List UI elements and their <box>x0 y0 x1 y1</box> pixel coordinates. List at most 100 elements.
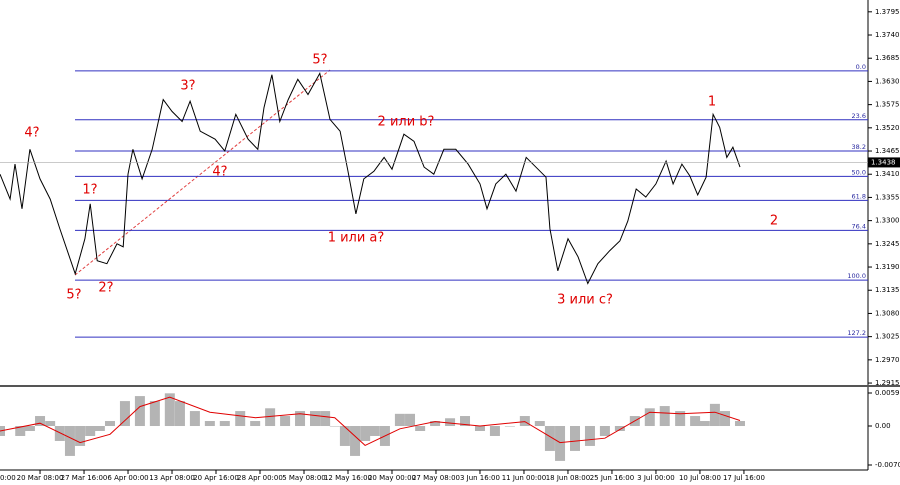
wave-label: 2 <box>770 214 778 229</box>
x-tick-label: 28 Apr 00:00 <box>237 474 283 482</box>
histogram-bar <box>690 416 701 427</box>
x-tick-label: 6 Apr 00:00 <box>107 474 148 482</box>
y-tick-label: 1.3685 <box>875 54 900 62</box>
histogram-bar <box>659 406 670 427</box>
histogram-bar <box>360 426 371 441</box>
fib-label: 0.0 <box>856 63 866 71</box>
histogram-bar <box>104 421 115 427</box>
histogram-bar <box>544 426 555 451</box>
histogram-bar <box>584 426 595 446</box>
y-tick-label: 1.3520 <box>875 124 900 132</box>
histogram-bar <box>15 426 26 436</box>
y-tick-label: 0.00 <box>875 422 891 430</box>
histogram-bar <box>445 418 456 427</box>
y-tick-label: 1.3135 <box>875 286 900 294</box>
trend-line <box>74 69 331 276</box>
histogram-bar <box>534 421 545 427</box>
histogram-bar <box>329 426 340 427</box>
histogram-bar <box>64 426 75 456</box>
y-tick-label: -0.00704 <box>875 461 900 469</box>
x-tick-label: 0:00 <box>0 474 16 482</box>
fib-label: 61.8 <box>852 192 866 200</box>
histogram-bar <box>644 408 655 427</box>
histogram-bar <box>350 426 361 456</box>
price-line <box>0 72 741 285</box>
last-price-box <box>868 157 900 168</box>
histogram-bar <box>24 426 35 431</box>
wave-label: 4? <box>24 126 39 141</box>
x-tick-label: 5 May 08:00 <box>282 474 326 482</box>
wave-label: 3? <box>180 79 195 94</box>
x-tick-label: 3 Jun 16:00 <box>460 474 500 482</box>
histogram-bar <box>489 426 500 436</box>
histogram-bar <box>134 396 145 427</box>
x-tick-label: 25 Jun 16:00 <box>590 474 634 482</box>
y-tick-label: 1.2970 <box>875 356 900 364</box>
histogram-bar <box>149 401 160 427</box>
x-tick-label: 11 Jun 00:00 <box>502 474 546 482</box>
histogram-bar <box>720 411 731 427</box>
histogram-bar <box>174 401 185 427</box>
x-tick-label: 27 Mar 16:00 <box>61 474 108 482</box>
histogram-bar <box>219 421 230 427</box>
histogram-bar <box>699 421 710 427</box>
wave-label: 1 <box>708 95 716 110</box>
histogram-bar <box>394 413 405 427</box>
x-tick-label: 13 Apr 08:00 <box>149 474 195 482</box>
histogram-bar <box>295 411 306 427</box>
x-tick-label: 10 Jul 08:00 <box>679 474 721 482</box>
histogram-bar <box>430 421 441 427</box>
histogram-bar <box>250 421 261 427</box>
histogram-bar <box>415 426 426 431</box>
histogram-bar <box>675 411 686 427</box>
histogram-bar <box>709 403 720 427</box>
y-tick-label: 1.3245 <box>875 240 900 248</box>
histogram-bar <box>519 416 530 427</box>
wave-label: 4? <box>212 165 227 180</box>
fib-label: 76.4 <box>852 222 866 230</box>
histogram-bar <box>504 426 515 427</box>
fib-label: 50.0 <box>852 168 866 176</box>
histogram-bar <box>339 426 350 446</box>
wave-label: 2 или b? <box>378 115 435 130</box>
y-tick-label: 1.3630 <box>875 77 900 85</box>
x-tick-label: 27 May 08:00 <box>412 474 460 482</box>
fib-label: 127.2 <box>847 329 866 337</box>
histogram-bar <box>119 401 130 427</box>
y-tick-label: 1.3465 <box>875 147 900 155</box>
histogram-bar <box>474 426 485 431</box>
histogram-bar <box>280 416 291 427</box>
y-tick-label: 0.00596 <box>875 389 900 397</box>
histogram-bar <box>54 426 65 441</box>
histogram-bar <box>570 426 581 451</box>
histogram-bar <box>204 421 215 427</box>
y-tick-label: 1.3355 <box>875 193 900 201</box>
wave-label: 5? <box>66 288 81 303</box>
wave-label: 1? <box>82 183 97 198</box>
fib-label: 100.0 <box>847 272 866 280</box>
histogram-bar <box>309 411 320 427</box>
x-tick-label: 3 Jul 00:00 <box>637 474 675 482</box>
last-price-label: 1.3438 <box>871 158 896 166</box>
wave-label: 3 или c? <box>557 293 613 308</box>
y-tick-label: 1.2915 <box>875 379 900 387</box>
histogram-bar <box>555 426 566 461</box>
y-tick-label: 1.3575 <box>875 101 900 109</box>
histogram-bar <box>614 426 625 431</box>
histogram-bar <box>599 426 610 436</box>
histogram-bar <box>235 411 246 427</box>
fib-label: 23.6 <box>852 112 866 120</box>
wave-label: 1 или a? <box>328 231 385 246</box>
y-tick-label: 1.3740 <box>875 31 900 39</box>
histogram-bar <box>265 408 276 427</box>
signal-line <box>0 396 741 446</box>
histogram-bar <box>460 416 471 427</box>
x-tick-label: 12 May 16:00 <box>324 474 372 482</box>
y-tick-label: 1.3190 <box>875 263 900 271</box>
histogram-bar <box>45 421 56 427</box>
y-tick-label: 1.3410 <box>875 170 900 178</box>
y-tick-label: 1.3025 <box>875 333 900 341</box>
x-tick-label: 20 Mar 08:00 <box>17 474 64 482</box>
histogram-bar <box>369 426 380 436</box>
